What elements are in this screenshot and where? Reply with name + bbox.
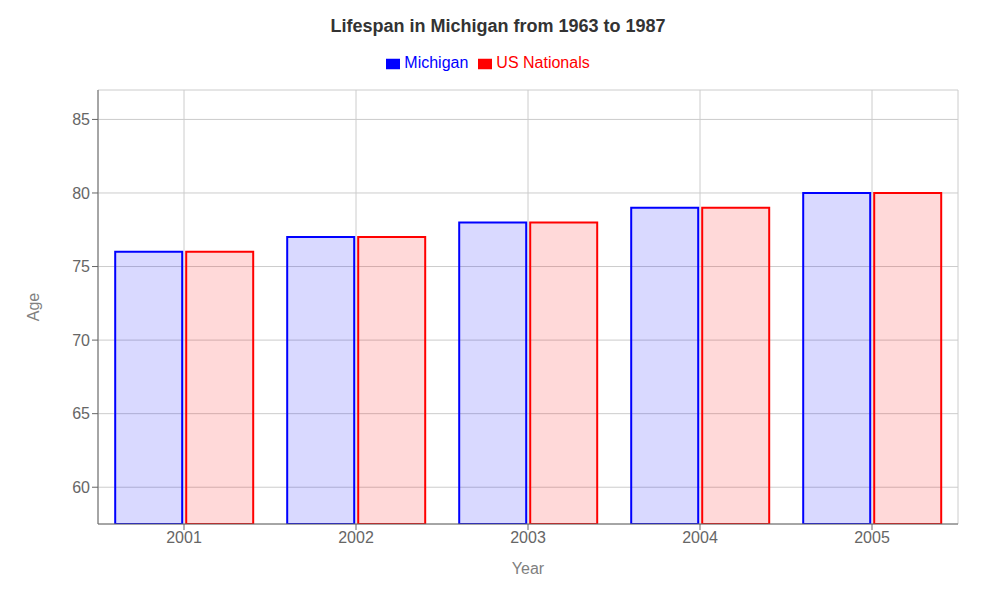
svg-text:Year: Year — [512, 560, 545, 577]
svg-text:85: 85 — [72, 111, 90, 128]
svg-text:65: 65 — [72, 405, 90, 422]
svg-text:2005: 2005 — [854, 529, 890, 546]
svg-text:70: 70 — [72, 332, 90, 349]
svg-text:2003: 2003 — [510, 529, 546, 546]
html-text:Lifespan in Michigan from 1963: Lifespan in Michigan from 1963 to 1987 — [330, 16, 666, 36]
html-text:US Nationals: US Nationals — [496, 54, 590, 71]
svg-text:2001: 2001 — [166, 529, 202, 546]
svg-text:60: 60 — [72, 479, 90, 496]
svg-text:75: 75 — [72, 258, 90, 275]
html-text:Michigan: Michigan — [404, 54, 469, 71]
svg-text:80: 80 — [72, 185, 90, 202]
svg-text:2002: 2002 — [338, 529, 374, 546]
svg-text:2004: 2004 — [682, 529, 718, 546]
svg-text:Age: Age — [25, 293, 42, 322]
